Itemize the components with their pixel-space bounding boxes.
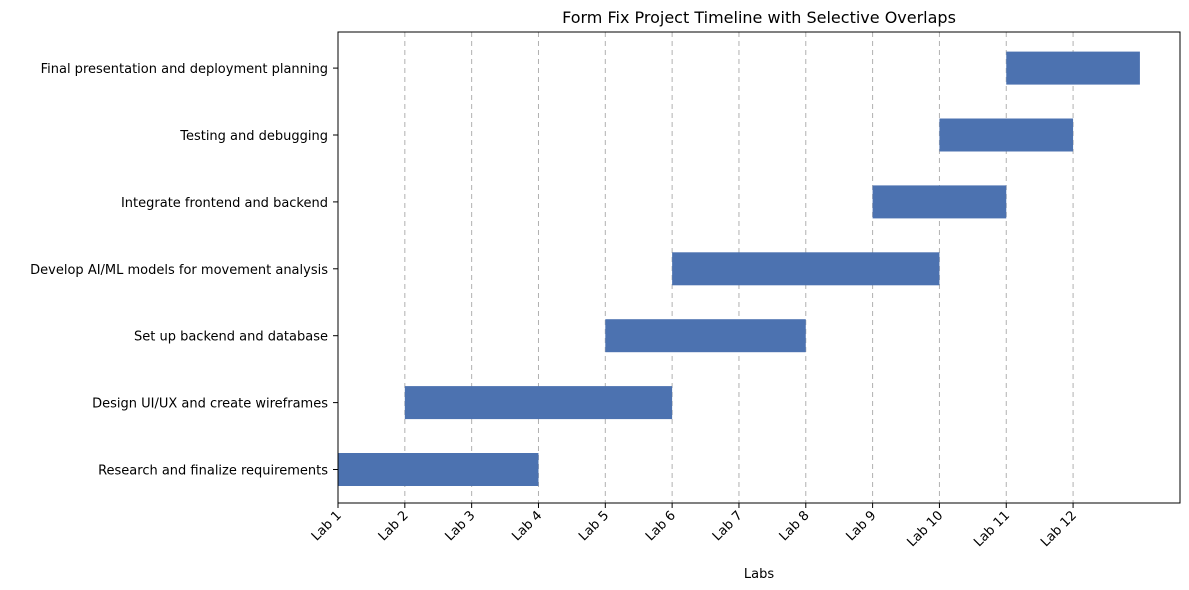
x-tick-label: Lab 9 xyxy=(843,508,879,544)
x-tick-label: Lab 7 xyxy=(710,508,746,544)
y-axis: Research and finalize requirements Design… xyxy=(30,62,338,479)
task-label: Set up backend and database xyxy=(134,330,328,345)
x-tick-label: Lab 4 xyxy=(509,508,545,544)
x-tick-label: Lab 2 xyxy=(376,508,412,544)
x-tick-label: Lab 8 xyxy=(777,508,813,544)
task-label: Final presentation and deployment planni… xyxy=(41,62,328,77)
x-axis: Lab 1 Lab 2 Lab 3 Lab 4 Lab 5 Lab 6 Lab 7 Lab 8… xyxy=(309,503,1080,550)
task-bars xyxy=(338,51,1140,486)
task-label: Develop AI/ML models for movement analys… xyxy=(30,263,328,278)
x-tick-label: Lab 3 xyxy=(443,508,479,544)
plot-frame xyxy=(337,31,1181,504)
x-tick-label: Lab 1 xyxy=(309,508,345,544)
task-bar xyxy=(872,185,1007,219)
task-bar xyxy=(672,252,940,286)
task-label: Integrate frontend and backend xyxy=(121,196,328,211)
task-bar xyxy=(404,386,673,420)
task-label: Testing and debugging xyxy=(179,129,328,144)
task-label: Research and finalize requirements xyxy=(98,464,328,479)
x-tick-label: Lab 6 xyxy=(643,508,679,544)
task-label: Design UI/UX and create wireframes xyxy=(92,397,328,412)
x-tick-label: Lab 12 xyxy=(1038,508,1080,550)
x-tick-label: Lab 10 xyxy=(904,508,946,550)
chart-title: Form Fix Project Timeline with Selective… xyxy=(562,8,956,27)
x-tick-label: Lab 11 xyxy=(971,508,1013,550)
task-bar xyxy=(939,118,1074,152)
x-axis-label: Labs xyxy=(744,567,774,582)
task-bar xyxy=(1006,51,1140,85)
x-tick-label: Lab 5 xyxy=(576,508,612,544)
task-bar xyxy=(338,453,539,486)
task-bar xyxy=(605,319,806,353)
